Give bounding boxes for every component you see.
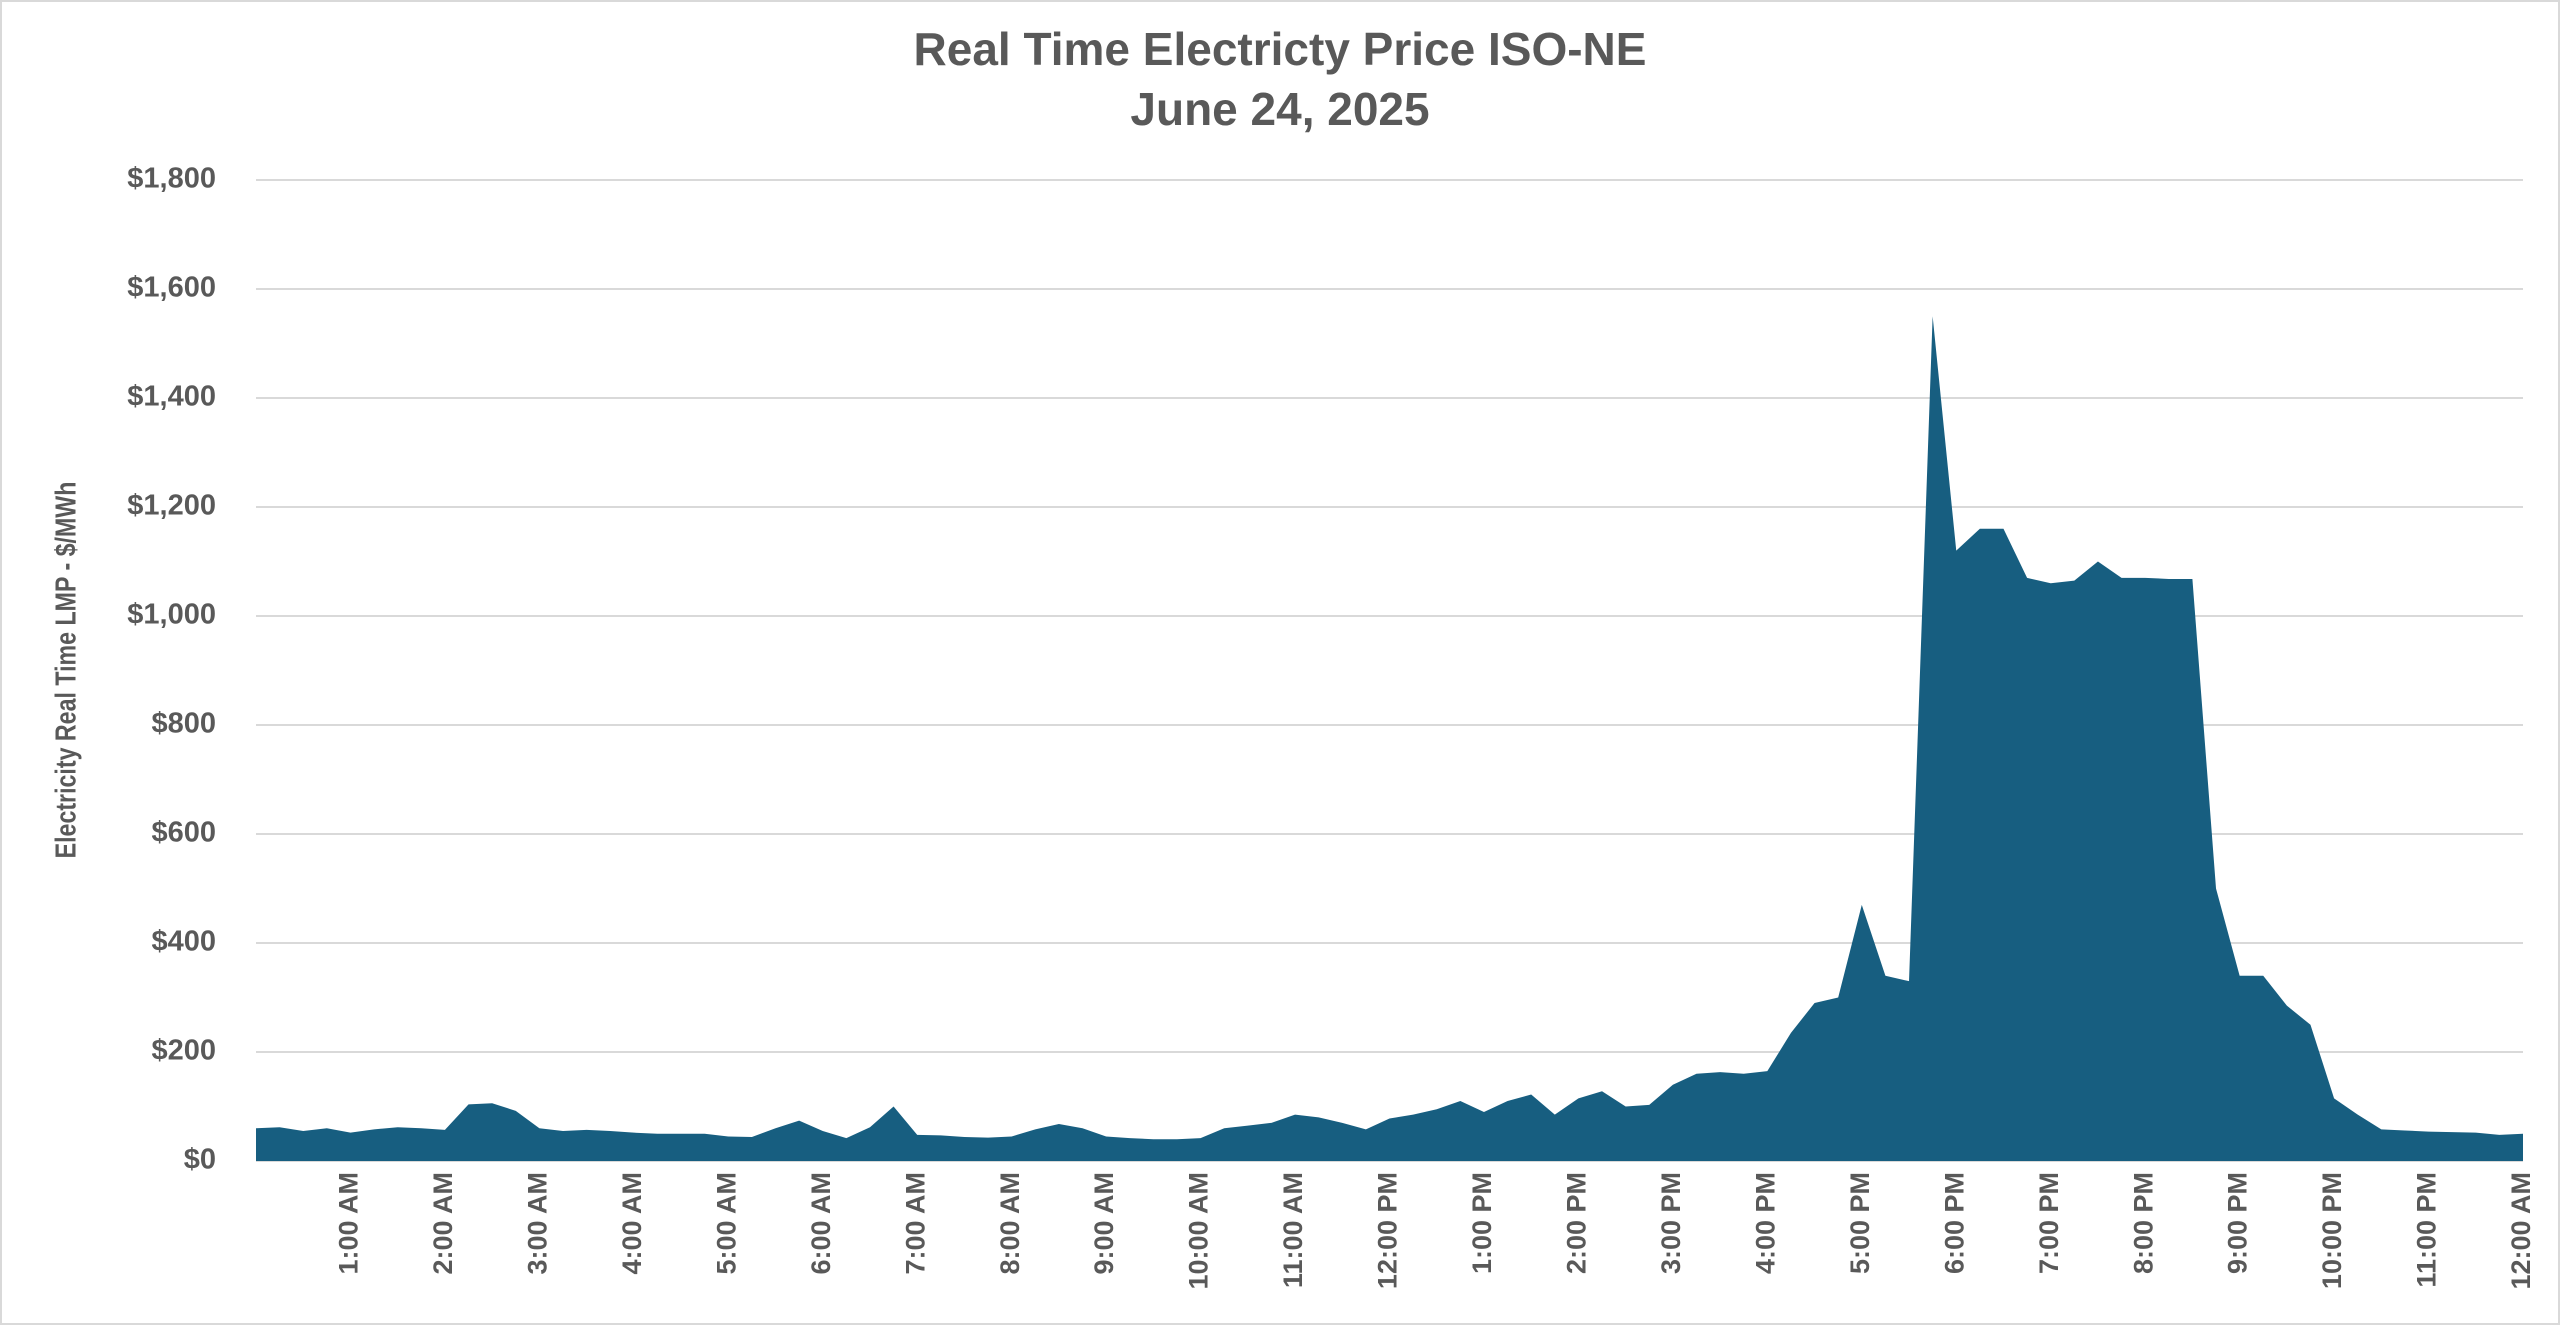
x-tick-label: 6:00 PM xyxy=(1939,1172,1969,1274)
x-tick-label: 4:00 PM xyxy=(1750,1172,1780,1274)
chart-title: Real Time Electricty Price ISO-NE xyxy=(914,23,1647,75)
x-tick-label: 10:00 PM xyxy=(2317,1172,2347,1289)
x-tick-label: 4:00 AM xyxy=(617,1172,647,1275)
y-tick-label: $1,600 xyxy=(127,272,216,304)
x-tick-label: 6:00 AM xyxy=(806,1172,836,1275)
chart-subtitle: June 24, 2025 xyxy=(1130,83,1429,135)
x-tick-label: 9:00 AM xyxy=(1089,1172,1119,1275)
x-tick-label: 11:00 PM xyxy=(2412,1172,2442,1288)
x-tick-label: 12:00 PM xyxy=(1373,1172,1403,1289)
x-tick-label: 3:00 PM xyxy=(1656,1172,1686,1274)
x-tick-label: 1:00 AM xyxy=(334,1172,364,1275)
y-tick-label: $0 xyxy=(184,1144,216,1176)
x-tick-label: 11:00 AM xyxy=(1278,1172,1308,1288)
y-tick-label: $600 xyxy=(151,817,216,849)
x-tick-label: 9:00 PM xyxy=(2223,1172,2253,1274)
x-tick-label: 2:00 PM xyxy=(1562,1172,1592,1274)
x-tick-label: 2:00 AM xyxy=(428,1172,458,1275)
y-tick-label: $1,200 xyxy=(127,490,216,522)
x-tick-label: 1:00 PM xyxy=(1467,1172,1497,1274)
y-tick-label: $200 xyxy=(151,1035,216,1067)
x-tick-label: 5:00 AM xyxy=(711,1172,741,1275)
y-tick-label: $1,800 xyxy=(127,163,216,195)
y-tick-label: $800 xyxy=(151,708,216,740)
x-tick-label: 10:00 AM xyxy=(1184,1172,1214,1290)
x-tick-label: 7:00 AM xyxy=(900,1172,930,1275)
y-tick-label: $1,400 xyxy=(127,381,216,413)
x-tick-label: 7:00 PM xyxy=(2034,1172,2064,1274)
y-tick-label: $400 xyxy=(151,926,216,958)
x-tick-label: 3:00 AM xyxy=(523,1172,553,1275)
x-tick-label: 8:00 PM xyxy=(2128,1172,2158,1274)
x-tick-label: 8:00 AM xyxy=(995,1172,1025,1275)
area xyxy=(256,316,2523,1161)
x-tick-label: 12:00 AM xyxy=(2506,1172,2536,1290)
y-axis-label: Electricity Real Time LMP - $/MWh xyxy=(49,482,82,859)
x-tick-label: 5:00 PM xyxy=(1845,1172,1875,1274)
y-tick-label: $1,000 xyxy=(127,599,216,631)
